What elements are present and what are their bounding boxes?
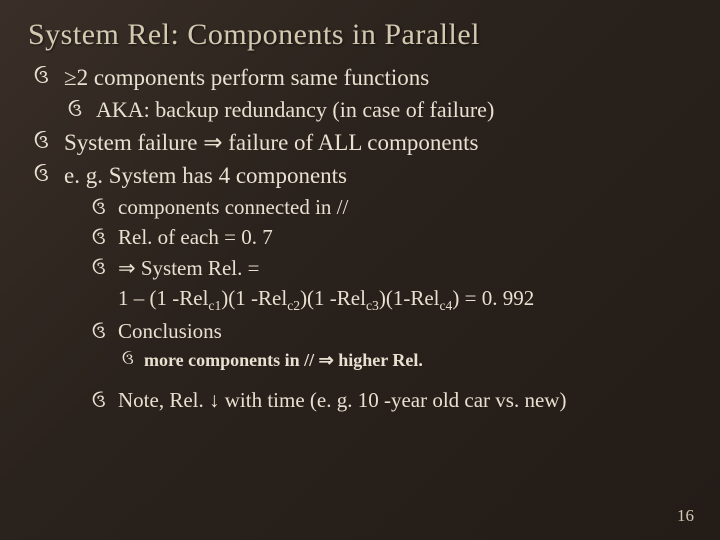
bullet-l3: Conclusions [90, 317, 692, 345]
bullet-l1: ≥2 components perform same functions [32, 62, 692, 93]
formula-sub: c3 [366, 298, 379, 313]
bullet-l3: ⇒ System Rel. = [90, 254, 692, 282]
bullet-l4: more components in // ⇒ higher Rel. [120, 348, 692, 372]
bullet-l3: Note, Rel. ↓ with time (e. g. 10 -year o… [90, 386, 692, 414]
formula-text: )(1 -Rel [221, 286, 287, 310]
bullet-l3: Rel. of each = 0. 7 [90, 223, 692, 251]
formula-text: ) = 0. 992 [452, 286, 534, 310]
formula-text: )(1-Rel [379, 286, 440, 310]
formula-text: )(1 -Rel [300, 286, 366, 310]
slide-title: System Rel: Components in Parallel [28, 18, 692, 52]
formula-sub: c4 [440, 298, 453, 313]
formula-text: 1 – (1 -Rel [118, 286, 208, 310]
bullet-l1: e. g. System has 4 components [32, 160, 692, 191]
formula-sub: c1 [208, 298, 221, 313]
page-number: 16 [677, 506, 694, 526]
formula-sub: c2 [287, 298, 300, 313]
bullet-l3-continuation: 1 – (1 -Relc1)(1 -Relc2)(1 -Relc3)(1-Rel… [118, 284, 692, 316]
bullet-l3: components connected in // [90, 193, 692, 221]
bullet-l1: System failure ⇒ failure of ALL componen… [32, 127, 692, 158]
bullet-l2: AKA: backup redundancy (in case of failu… [66, 95, 692, 125]
